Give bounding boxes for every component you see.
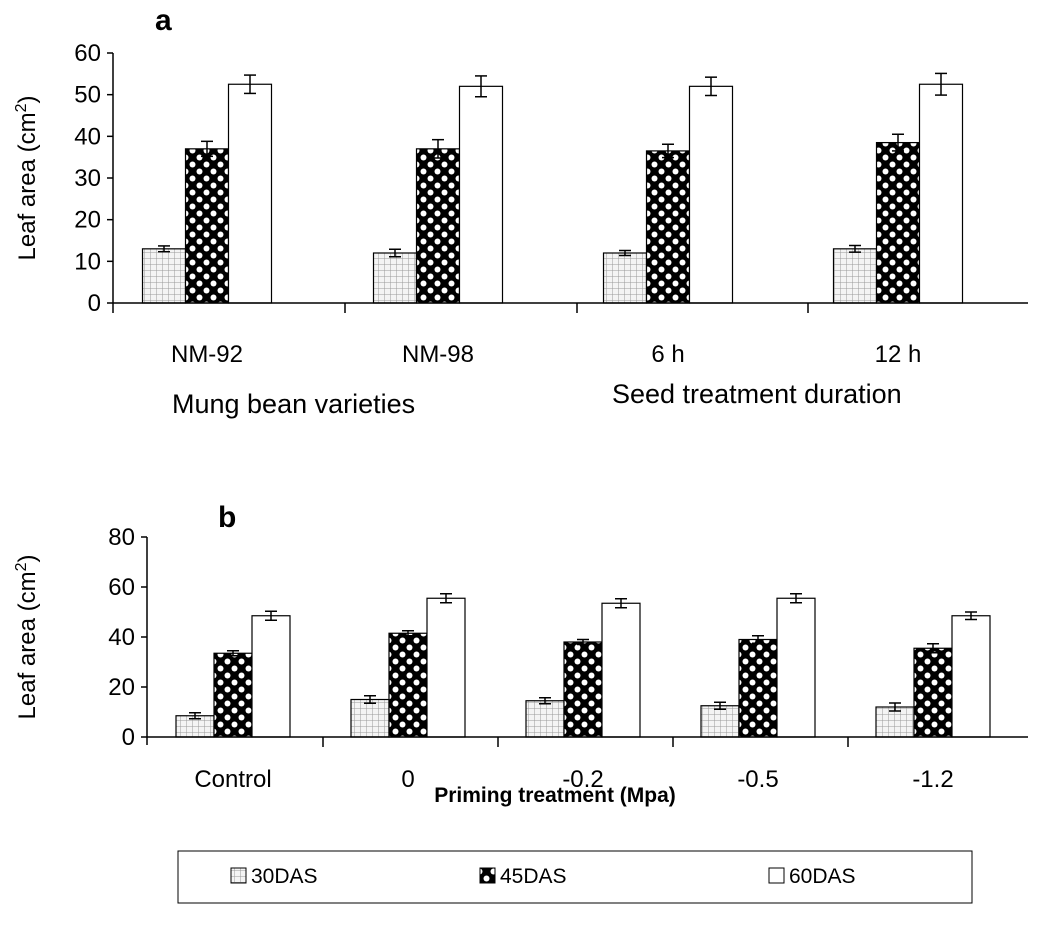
- category-label: 0: [401, 766, 414, 793]
- y-tick-label: 60: [108, 574, 135, 601]
- bar-30das-0: [141, 248, 187, 304]
- category-label: -1.2: [912, 766, 953, 793]
- y-tick-label: 80: [108, 524, 135, 551]
- bar-60das-0: [251, 615, 291, 738]
- legend-label-60das: 60DAS: [789, 865, 856, 888]
- category-label: Control: [194, 766, 271, 793]
- bars-b: [175, 593, 991, 738]
- y-tick-label: 10: [74, 248, 101, 275]
- bar-45das-1: [388, 632, 428, 738]
- bar-45das-0: [184, 148, 230, 304]
- category-label: -0.5: [737, 766, 778, 793]
- panel-label-a: a: [155, 4, 172, 37]
- y-axis-label-a: Leaf area (cm2): [13, 96, 41, 261]
- y-tick-label: 30: [74, 165, 101, 192]
- y-axis-label-b: Leaf area (cm2): [13, 555, 41, 720]
- category-label: 12 h: [875, 341, 922, 368]
- bar-45das-0: [213, 652, 253, 738]
- bar-30das-1: [350, 698, 390, 738]
- category-labels-b: Control 0 -0.2 -0.5 -1.2: [194, 766, 953, 793]
- legend: 30DAS 45DAS 60DAS: [177, 850, 973, 904]
- x-axis-label-b: Priming treatment (Mpa): [434, 784, 676, 807]
- bar-45das-2: [563, 641, 603, 738]
- legend-box: [177, 850, 973, 904]
- legend-label-30das: 30DAS: [251, 865, 318, 888]
- bar-30das-1: [372, 252, 418, 304]
- bar-30das-3: [700, 705, 740, 738]
- y-tick-label: 0: [88, 290, 101, 317]
- chart-panel-b: b Leaf area (cm2) 0 20 40 60 80 Control 0 -0.2…: [13, 501, 1028, 807]
- y-tick-label: 0: [122, 724, 135, 751]
- bar-30das-2: [602, 252, 648, 304]
- category-label: NM-92: [171, 341, 243, 368]
- bar-60das-2: [601, 602, 641, 738]
- category-label: NM-98: [402, 341, 474, 368]
- bar-60das-3: [918, 83, 964, 304]
- group-label-duration: Seed treatment duration: [612, 379, 902, 409]
- bar-60das-2: [688, 85, 734, 304]
- bar-60das-1: [458, 85, 504, 304]
- group-label-varieties: Mung bean varieties: [172, 389, 415, 419]
- bar-60das-0: [227, 83, 273, 304]
- y-tick-label: 50: [74, 82, 101, 109]
- y-tick-label: 20: [108, 674, 135, 701]
- y-tick-label: 20: [74, 207, 101, 234]
- bar-30das-4: [875, 706, 915, 738]
- bar-45das-3: [875, 141, 921, 304]
- bar-30das-3: [832, 248, 878, 304]
- bar-60das-3: [776, 597, 816, 738]
- bar-45das-3: [738, 638, 778, 738]
- bar-45das-4: [913, 647, 953, 738]
- y-tick-label: 40: [74, 123, 101, 150]
- panel-label-b: b: [218, 501, 236, 534]
- legend-swatch-30das: [230, 867, 247, 884]
- y-ticks-b: 0 20 40 60 80: [108, 524, 849, 751]
- legend-swatch-45das: [479, 867, 496, 884]
- legend-swatch-60das: [768, 867, 785, 884]
- bars-a: [141, 72, 964, 304]
- y-tick-label: 40: [108, 624, 135, 651]
- category-label: -0.2: [562, 766, 603, 793]
- y-tick-label: 60: [74, 40, 101, 67]
- y-ticks-a: 0 10 20 30 40 50 60: [74, 40, 809, 317]
- category-label: 6 h: [651, 341, 684, 368]
- legend-label-45das: 45DAS: [500, 865, 567, 888]
- bar-60das-1: [426, 597, 466, 738]
- bar-45das-2: [645, 150, 691, 304]
- bar-45das-1: [415, 148, 461, 304]
- bar-30das-2: [525, 700, 565, 738]
- category-labels-a: NM-92 NM-98 6 h 12 h: [171, 341, 921, 368]
- bar-60das-4: [951, 615, 991, 738]
